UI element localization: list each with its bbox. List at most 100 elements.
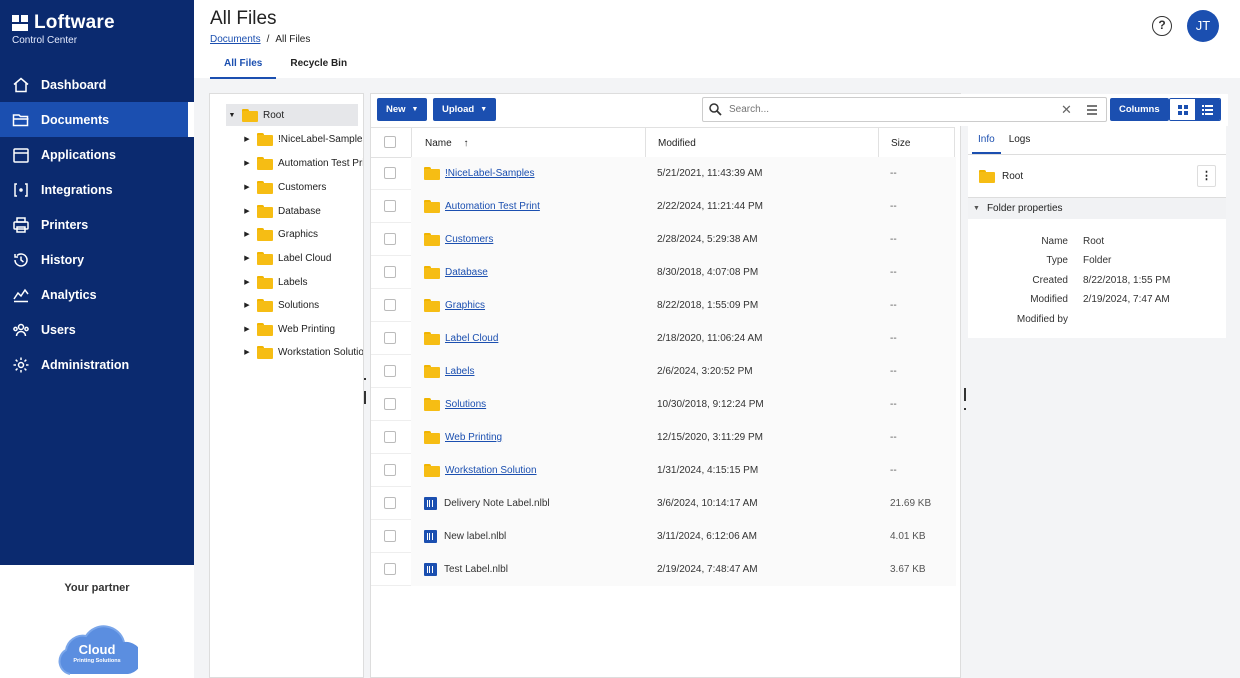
nav-item-analytics[interactable]: Analytics xyxy=(0,277,194,312)
row-checkbox[interactable] xyxy=(384,167,396,179)
row-checkbox[interactable] xyxy=(384,497,396,509)
nav-item-dashboard[interactable]: Dashboard xyxy=(0,67,194,102)
caret-right-icon[interactable]: ▶ xyxy=(244,136,250,143)
tree-item[interactable]: ▶ Customers xyxy=(241,176,326,198)
nav-item-applications[interactable]: Applications xyxy=(0,137,194,172)
row-checkbox[interactable] xyxy=(384,233,396,245)
column-header-label: Name xyxy=(425,138,452,149)
tree-item[interactable]: ▶ Labels xyxy=(241,271,307,293)
info-splitter-handle[interactable] xyxy=(964,388,967,414)
caret-right-icon[interactable]: ▶ xyxy=(244,279,250,286)
search-input[interactable] xyxy=(729,101,1049,118)
row-checkbox[interactable] xyxy=(384,266,396,278)
table-row[interactable]: Test Label.nlbl 2/19/2024, 7:48:47 AM 3.67… xyxy=(371,553,956,586)
table-row[interactable]: Labels 2/6/2024, 3:20:52 PM -- xyxy=(371,355,956,388)
brand[interactable]: Loftware Control Center xyxy=(12,12,115,46)
tree-splitter-handle[interactable] xyxy=(364,378,366,404)
file-link[interactable]: Database xyxy=(445,267,488,278)
tree-item[interactable]: ▶ !NiceLabel-Samples xyxy=(241,128,363,150)
file-name[interactable]: Delivery Note Label.nlbl xyxy=(444,498,550,509)
caret-right-icon[interactable]: ▶ xyxy=(244,208,250,215)
table-row[interactable]: !NiceLabel-Samples 5/21/2021, 11:43:39 AM… xyxy=(371,157,956,190)
search-box: ✕ xyxy=(702,97,1107,122)
tree-item[interactable]: ▶ Graphics xyxy=(241,223,318,245)
filter-icon[interactable] xyxy=(1087,105,1097,117)
row-checkbox[interactable] xyxy=(384,563,396,575)
nav-item-documents[interactable]: Documents xyxy=(0,102,194,137)
file-link[interactable]: Customers xyxy=(445,234,494,245)
file-link[interactable]: !NiceLabel-Samples xyxy=(445,168,535,179)
breadcrumb-link-documents[interactable]: Documents xyxy=(210,34,261,45)
row-checkbox[interactable] xyxy=(384,464,396,476)
nav-item-printers[interactable]: Printers xyxy=(0,207,194,242)
cell-modified: 2/22/2024, 11:21:44 PM xyxy=(657,201,764,212)
list-view-icon[interactable] xyxy=(1195,99,1220,120)
row-checkbox[interactable] xyxy=(384,365,396,377)
nav-item-users[interactable]: Users xyxy=(0,312,194,347)
nav-label: Printers xyxy=(41,217,89,232)
table-row[interactable]: Delivery Note Label.nlbl 3/6/2024, 10:14:… xyxy=(371,487,956,520)
upload-button[interactable]: Upload ▼ xyxy=(433,98,497,121)
file-link[interactable]: Solutions xyxy=(445,399,487,410)
caret-right-icon[interactable]: ▶ xyxy=(244,255,250,262)
column-header-size[interactable]: Size xyxy=(878,128,955,157)
tab-all-files[interactable]: All Files xyxy=(210,52,277,79)
caret-right-icon[interactable]: ▶ xyxy=(244,184,250,191)
caret-right-icon[interactable]: ▶ xyxy=(244,302,250,309)
grid-view-icon[interactable] xyxy=(1170,99,1195,120)
tree-item[interactable]: ▶ Automation Test Print xyxy=(241,152,363,174)
tree-item-root[interactable]: ▼ Root xyxy=(226,104,358,126)
table-row[interactable]: Web Printing 12/15/2020, 3:11:29 PM -- xyxy=(371,421,956,454)
nav-item-integrations[interactable]: Integrations xyxy=(0,172,194,207)
more-options-icon[interactable]: ⋮ xyxy=(1197,165,1216,187)
caret-right-icon[interactable]: ▶ xyxy=(244,349,250,356)
columns-button[interactable]: Columns xyxy=(1110,98,1169,121)
select-all-checkbox[interactable] xyxy=(384,136,396,148)
table-row[interactable]: Database 8/30/2018, 4:07:08 PM -- xyxy=(371,256,956,289)
avatar[interactable]: JT xyxy=(1187,10,1219,42)
nav-item-administration[interactable]: Administration xyxy=(0,347,194,382)
caret-down-icon[interactable]: ▼ xyxy=(228,111,236,119)
column-header-modified[interactable]: Modified xyxy=(645,128,878,157)
tree-item[interactable]: ▶ Label Cloud xyxy=(241,247,331,269)
file-link[interactable]: Label Cloud xyxy=(445,333,499,344)
column-header-name[interactable]: Name ↑ xyxy=(411,128,645,157)
tab-logs[interactable]: Logs xyxy=(1008,134,1031,145)
help-icon[interactable]: ? xyxy=(1152,16,1172,36)
cell-name: Labels xyxy=(424,355,474,388)
row-checkbox[interactable] xyxy=(384,431,396,443)
caret-right-icon[interactable]: ▶ xyxy=(244,326,250,333)
file-link[interactable]: Automation Test Print xyxy=(445,201,540,212)
table-row[interactable]: Workstation Solution 1/31/2024, 4:15:15 P… xyxy=(371,454,956,487)
tab-info[interactable]: Info xyxy=(972,126,1001,154)
row-checkbox[interactable] xyxy=(384,200,396,212)
file-link[interactable]: Workstation Solution xyxy=(445,465,537,476)
row-checkbox[interactable] xyxy=(384,530,396,542)
tree-item[interactable]: ▶ Web Printing xyxy=(241,318,335,340)
tree-item[interactable]: ▶ Database xyxy=(241,200,321,222)
tree-item-label: Customers xyxy=(278,181,327,193)
file-link[interactable]: Labels xyxy=(445,366,475,377)
clear-search-icon[interactable]: ✕ xyxy=(1061,102,1072,117)
new-button[interactable]: New ▼ xyxy=(377,98,428,121)
table-row[interactable]: Automation Test Print 2/22/2024, 11:21:44… xyxy=(371,190,956,223)
row-checkbox[interactable] xyxy=(384,332,396,344)
table-row[interactable]: Graphics 8/22/2018, 1:55:09 PM -- xyxy=(371,289,956,322)
folder-properties-toggle[interactable]: ▼ Folder properties xyxy=(968,198,1226,219)
row-checkbox[interactable] xyxy=(384,398,396,410)
tree-item[interactable]: ▶ Workstation Solution xyxy=(241,341,363,363)
file-link[interactable]: Web Printing xyxy=(445,432,503,443)
table-row[interactable]: Label Cloud 2/18/2020, 11:06:24 AM -- xyxy=(371,322,956,355)
file-name[interactable]: New label.nlbl xyxy=(444,531,507,542)
file-link[interactable]: Graphics xyxy=(445,300,486,311)
row-checkbox[interactable] xyxy=(384,299,396,311)
tab-recycle-bin[interactable]: Recycle Bin xyxy=(290,58,348,69)
table-row[interactable]: Customers 2/28/2024, 5:29:38 AM -- xyxy=(371,223,956,256)
tree-item[interactable]: ▶ Solutions xyxy=(241,294,319,316)
file-name[interactable]: Test Label.nlbl xyxy=(444,564,508,575)
table-row[interactable]: Solutions 10/30/2018, 9:12:24 PM -- xyxy=(371,388,956,421)
nav-item-history[interactable]: History xyxy=(0,242,194,277)
caret-right-icon[interactable]: ▶ xyxy=(244,160,250,167)
table-row[interactable]: New label.nlbl 3/11/2024, 6:12:06 AM 4.01 … xyxy=(371,520,956,553)
caret-right-icon[interactable]: ▶ xyxy=(244,231,250,238)
